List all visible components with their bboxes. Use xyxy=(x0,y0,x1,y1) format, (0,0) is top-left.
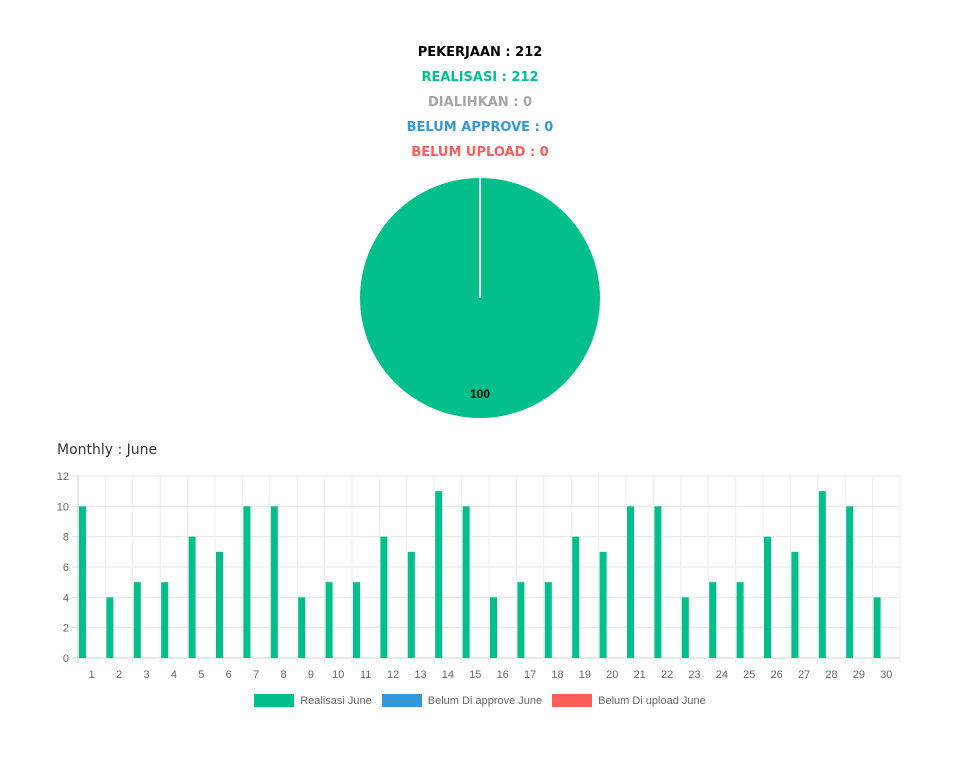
bar xyxy=(517,582,525,658)
bar xyxy=(243,506,251,658)
pie-data-label: 100 xyxy=(470,387,490,401)
x-tick-label: 27 xyxy=(798,669,810,681)
y-tick-label: 2 xyxy=(63,623,69,635)
x-tick-label: 16 xyxy=(497,669,509,681)
x-tick-label: 19 xyxy=(579,669,591,681)
bar xyxy=(380,536,388,658)
x-tick-label: 11 xyxy=(360,669,371,681)
monthly-title: Monthly : June xyxy=(57,442,158,458)
bar xyxy=(791,551,799,658)
x-tick-label: 2 xyxy=(116,669,122,681)
bar xyxy=(846,506,854,658)
y-tick-label: 8 xyxy=(63,532,69,544)
pekerjaan-total: PEKERJAAN : 212 xyxy=(417,45,543,60)
x-tick-label: 26 xyxy=(771,669,783,681)
bar xyxy=(627,506,634,658)
x-tick-label: 3 xyxy=(143,669,149,681)
bar xyxy=(654,506,662,658)
bar xyxy=(407,551,415,658)
x-tick-label: 21 xyxy=(634,669,646,681)
bar xyxy=(490,597,497,658)
bar xyxy=(709,582,717,658)
x-tick-label: 6 xyxy=(226,669,232,681)
legend-swatch xyxy=(381,694,422,707)
x-tick-label: 28 xyxy=(825,669,837,681)
x-tick-label: 22 xyxy=(661,669,673,681)
bar xyxy=(298,597,306,658)
legend-swatch xyxy=(552,694,593,707)
x-tick-label: 23 xyxy=(688,669,700,681)
bar xyxy=(544,582,552,658)
bar xyxy=(79,506,86,658)
x-tick-label: 7 xyxy=(253,669,259,681)
bar xyxy=(435,491,443,658)
x-tick-label: 14 xyxy=(442,669,454,681)
legend-item[interactable]: Belum Di approve June xyxy=(381,694,543,707)
x-tick-label: 24 xyxy=(716,669,728,681)
legend-item[interactable]: Belum Di upload June xyxy=(552,694,706,707)
legend-swatch xyxy=(254,694,295,707)
x-tick-label: 15 xyxy=(469,669,481,681)
x-tick-label: 25 xyxy=(743,669,755,681)
realisasi-total: REALISASI : 212 xyxy=(421,70,539,85)
bar xyxy=(353,582,360,658)
x-tick-label: 12 xyxy=(387,669,399,681)
x-tick-label: 8 xyxy=(280,669,286,681)
x-tick-label: 13 xyxy=(414,669,426,681)
bar xyxy=(681,597,689,658)
bar xyxy=(133,582,141,658)
x-tick-label: 18 xyxy=(551,669,563,681)
bar xyxy=(572,536,580,658)
x-tick-label: 10 xyxy=(332,669,344,681)
dialihkan-total: DIALIHKAN : 0 xyxy=(428,95,532,110)
x-tick-label: 4 xyxy=(171,669,177,681)
bar xyxy=(462,506,470,658)
bar xyxy=(873,597,881,658)
bar xyxy=(764,536,771,658)
legend-item[interactable]: Realisasi June xyxy=(254,694,372,707)
x-tick-label: 9 xyxy=(308,669,314,681)
belum-upload-total: BELUM UPLOAD : 0 xyxy=(411,145,549,160)
y-tick-label: 10 xyxy=(57,501,69,513)
legend-label: Realisasi June xyxy=(300,694,372,707)
bar xyxy=(106,597,114,658)
bar xyxy=(818,491,826,658)
y-tick-label: 0 xyxy=(63,653,69,665)
belum-approve-total: BELUM APPROVE : 0 xyxy=(406,120,554,135)
legend-label: Belum Di approve June xyxy=(427,694,543,707)
x-tick-label: 1 xyxy=(89,669,95,681)
bar xyxy=(161,582,169,658)
x-tick-label: 20 xyxy=(606,669,618,681)
x-tick-label: 29 xyxy=(853,669,865,681)
y-tick-label: 12 xyxy=(57,471,69,483)
bar xyxy=(599,551,607,658)
y-tick-label: 6 xyxy=(63,562,69,574)
bar xyxy=(736,582,744,658)
bar xyxy=(325,582,333,658)
summary-block: PEKERJAAN : 212 REALISASI : 212 DIALIHKA… xyxy=(0,40,960,165)
bar-chart-legend: Realisasi June Belum Di approve June Belum… xyxy=(0,694,960,707)
bar xyxy=(270,506,278,658)
y-tick-label: 4 xyxy=(63,592,69,604)
legend-label: Belum Di upload June xyxy=(598,694,706,707)
x-tick-label: 5 xyxy=(198,669,204,681)
x-tick-label: 17 xyxy=(524,669,536,681)
pie-chart: 100 xyxy=(360,178,600,418)
bar xyxy=(216,551,223,658)
bar xyxy=(188,536,196,658)
x-tick-label: 30 xyxy=(880,669,892,681)
